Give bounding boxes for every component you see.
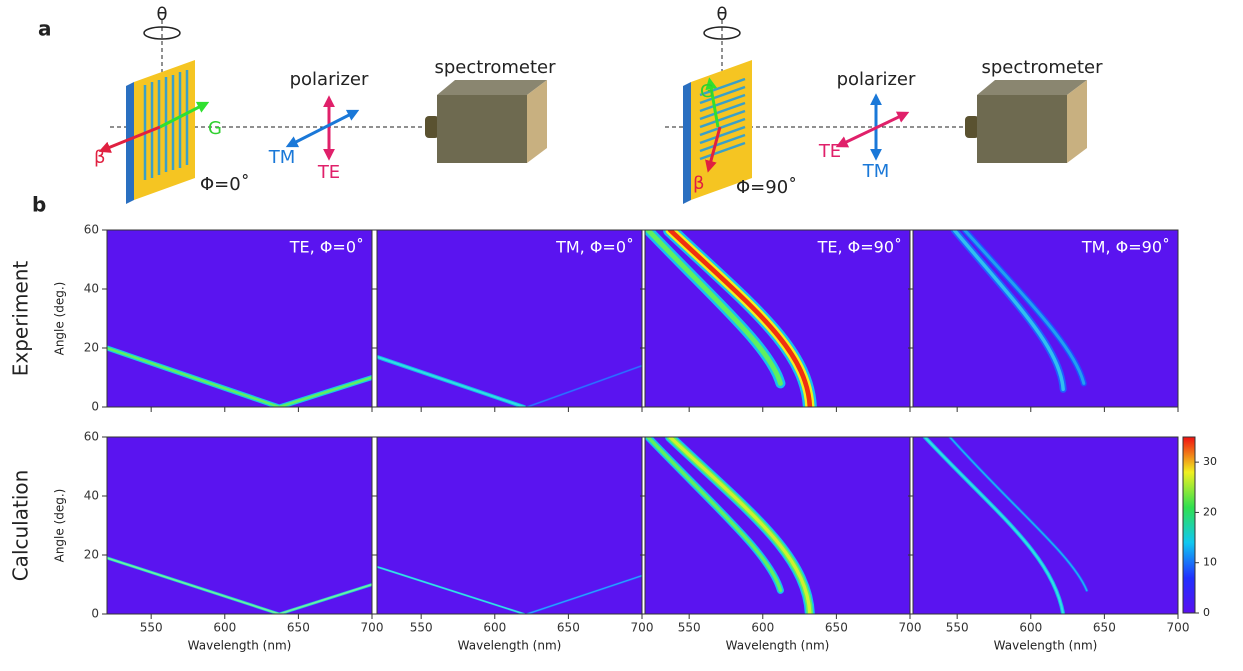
box-front [977, 95, 1067, 163]
beta: β [94, 147, 106, 168]
g: G [208, 118, 222, 139]
phi: Φ=0˚ [200, 174, 250, 195]
heatmap-bg [377, 437, 642, 614]
x-axis-label: Wavelength (nm) [994, 639, 1098, 653]
colorbar-tick-label: 30 [1203, 455, 1217, 468]
x-tick-label: 600 [1019, 621, 1042, 635]
colorbar [1183, 437, 1195, 613]
y-tick-label: 0 [91, 400, 99, 414]
y-axis-label: Angle (deg.) [53, 282, 67, 356]
x-tick-label: 600 [483, 621, 506, 635]
panel-title: TM, Φ=0˚ [555, 238, 634, 257]
spectrometer: spectrometer [435, 57, 557, 78]
colorbar-tick-label: 0 [1203, 606, 1210, 619]
x-tick-label: 550 [678, 621, 701, 635]
heatmap-bg [107, 230, 372, 407]
beta: β [693, 173, 705, 194]
x-axis-label: Wavelength (nm) [726, 639, 830, 653]
row-label: Calculation [9, 470, 33, 582]
x-axis-label: Wavelength (nm) [188, 639, 292, 653]
heatmap-bg [107, 437, 372, 614]
y-tick-label: 0 [91, 607, 99, 621]
x-tick-label: 700 [631, 621, 654, 635]
sample-edge [683, 82, 691, 204]
x-tick-label: 650 [825, 621, 848, 635]
theta: θ [716, 4, 727, 25]
polarizer: polarizer [837, 69, 916, 90]
figure: a b θ β G Φ=0˚ polarizer TM TE spectrome… [0, 0, 1243, 671]
te: TE [818, 141, 841, 162]
panel-title: TE, Φ=90˚ [817, 238, 902, 257]
x-tick-label: 700 [361, 621, 384, 635]
te-arrow [840, 114, 905, 145]
row-label: Experiment [9, 261, 33, 377]
x-axis-label: Wavelength (nm) [458, 639, 562, 653]
y-axis-label: Angle (deg.) [53, 489, 67, 563]
y-tick-label: 20 [84, 341, 99, 355]
panel-title: TM, Φ=90˚ [1081, 238, 1170, 257]
lens [425, 116, 439, 138]
y-tick-label: 40 [84, 489, 99, 503]
spectrometer: spectrometer [982, 57, 1104, 78]
g: G [700, 81, 714, 102]
y-tick-label: 60 [84, 430, 99, 444]
y-tick-label: 20 [84, 548, 99, 562]
te: TE [317, 162, 340, 183]
x-tick-label: 550 [946, 621, 969, 635]
x-tick-label: 650 [1093, 621, 1116, 635]
x-tick-label: 700 [899, 621, 922, 635]
y-tick-label: 40 [84, 282, 99, 296]
polarizer: polarizer [290, 69, 369, 90]
x-tick-label: 550 [410, 621, 433, 635]
colorbar-tick-label: 20 [1203, 505, 1217, 518]
panel-title: TE, Φ=0˚ [289, 238, 364, 257]
x-tick-label: 700 [1167, 621, 1190, 635]
schematic: θ β G Φ=90˚ polarizer TE TM spectrometer [665, 4, 1103, 204]
tm: TM [862, 161, 890, 182]
x-tick-label: 600 [213, 621, 236, 635]
colorbar-tick-label: 10 [1203, 556, 1217, 569]
box-front [437, 95, 527, 163]
phi: Φ=90˚ [736, 177, 797, 198]
x-tick-label: 550 [140, 621, 163, 635]
sample-edge [126, 82, 134, 204]
x-tick-label: 650 [557, 621, 580, 635]
x-tick-label: 650 [287, 621, 310, 635]
y-tick-label: 60 [84, 223, 99, 237]
theta: θ [156, 4, 167, 25]
tm-arrow [290, 112, 355, 145]
x-tick-label: 600 [751, 621, 774, 635]
panel-label: b [32, 193, 46, 217]
panel-label: a [38, 17, 52, 41]
schematic: θ β G Φ=0˚ polarizer TM TE spectrometer [94, 4, 556, 204]
lens [965, 116, 979, 138]
tm: TM [268, 147, 296, 168]
